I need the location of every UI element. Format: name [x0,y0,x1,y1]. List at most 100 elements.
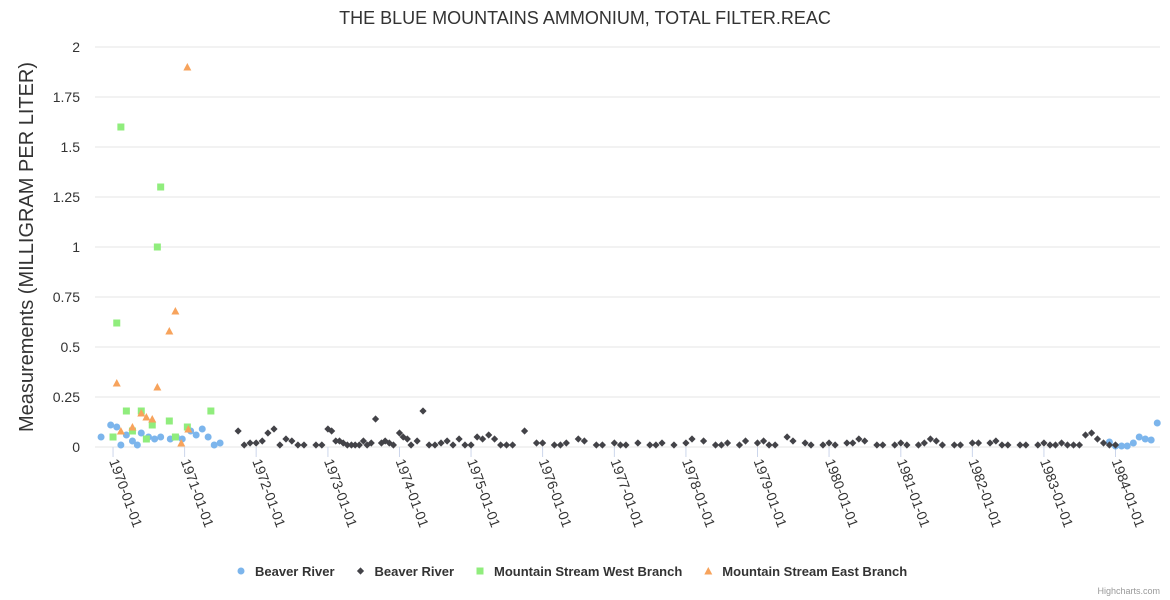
data-point [142,435,150,443]
data-point [771,441,779,449]
data-point [157,183,165,191]
data-point [723,439,732,447]
y-tick-label: 0 [72,439,80,455]
data-point [246,439,254,447]
data-point [431,441,439,449]
data-point [616,441,625,449]
data-point [171,307,180,315]
legend-label: Beaver River [375,564,455,579]
data-point [598,441,607,449]
data-point [914,441,923,449]
y-tick-label: 1.5 [61,139,81,155]
data-point [1129,439,1137,447]
y-axis-title: Measurements (MILLIGRAM PER LITER) [16,62,38,432]
data-point [1057,439,1066,447]
legend-item[interactable]: Mountain Stream East Branch [704,564,907,579]
data-point [1063,441,1072,449]
data-point [759,437,768,445]
data-point [897,439,905,447]
data-points [97,63,1161,450]
data-point [183,63,192,71]
data-point [449,441,457,449]
data-point [932,437,940,445]
data-point [509,441,517,449]
data-point [184,425,193,433]
legend-item[interactable]: Beaver River [356,564,455,579]
data-point [1004,441,1012,449]
data-point [264,429,272,437]
data-point [1034,441,1042,449]
data-point [532,439,541,447]
data-point [956,441,965,449]
data-point [210,441,218,449]
data-point [556,441,565,449]
data-point [117,441,125,449]
data-point [610,439,618,447]
data-point [753,439,762,447]
data-point [355,441,363,449]
data-point [843,439,851,447]
data-point [137,429,145,437]
y-tick-label: 0.75 [53,289,80,305]
data-point [1135,433,1143,441]
data-point [312,441,320,449]
credits-link[interactable]: Highcharts.com [1097,586,1160,596]
data-point [171,433,179,441]
data-point [367,439,375,447]
data-point [192,431,200,439]
data-point [473,433,481,441]
data-point [789,437,797,445]
data-point [592,441,600,449]
data-point [153,383,162,391]
data-point [300,441,308,449]
data-point [332,437,340,445]
data-point [97,433,105,441]
data-point [128,423,137,431]
data-point [258,437,266,445]
data-point [282,435,290,443]
data-point [502,441,511,449]
data-point [288,437,296,445]
series-3 [112,63,193,447]
data-point [1087,429,1096,437]
data-point [276,441,284,449]
data-point [1022,441,1030,449]
legend-item[interactable]: Beaver River [237,564,335,579]
data-point [395,429,404,437]
data-point [371,415,380,423]
data-point [343,441,351,449]
data-point [351,441,359,449]
data-point [735,441,744,449]
data-point [359,437,368,445]
data-point [153,243,161,251]
data-point [831,441,839,449]
data-point [1099,439,1108,447]
data-point [580,437,588,445]
data-point [807,441,815,449]
data-point [634,439,642,447]
data-point [1016,441,1024,449]
data-point [682,439,690,447]
data-point [461,441,469,449]
data-point [151,435,159,443]
data-point [455,435,463,443]
legend-item[interactable]: Mountain Stream West Branch [476,564,683,579]
data-point [148,421,156,429]
data-point [207,407,215,415]
data-point [825,439,833,447]
data-point [550,441,558,449]
data-point [765,441,773,449]
data-point [122,431,130,439]
data-point [109,433,117,441]
data-point [1040,439,1048,447]
data-point [688,435,696,443]
data-point [1118,442,1126,450]
data-point [879,441,887,449]
series-1 [234,407,1120,449]
data-point [467,441,475,449]
data-point [157,433,165,441]
legend-marker [704,567,713,575]
data-point [783,433,791,441]
